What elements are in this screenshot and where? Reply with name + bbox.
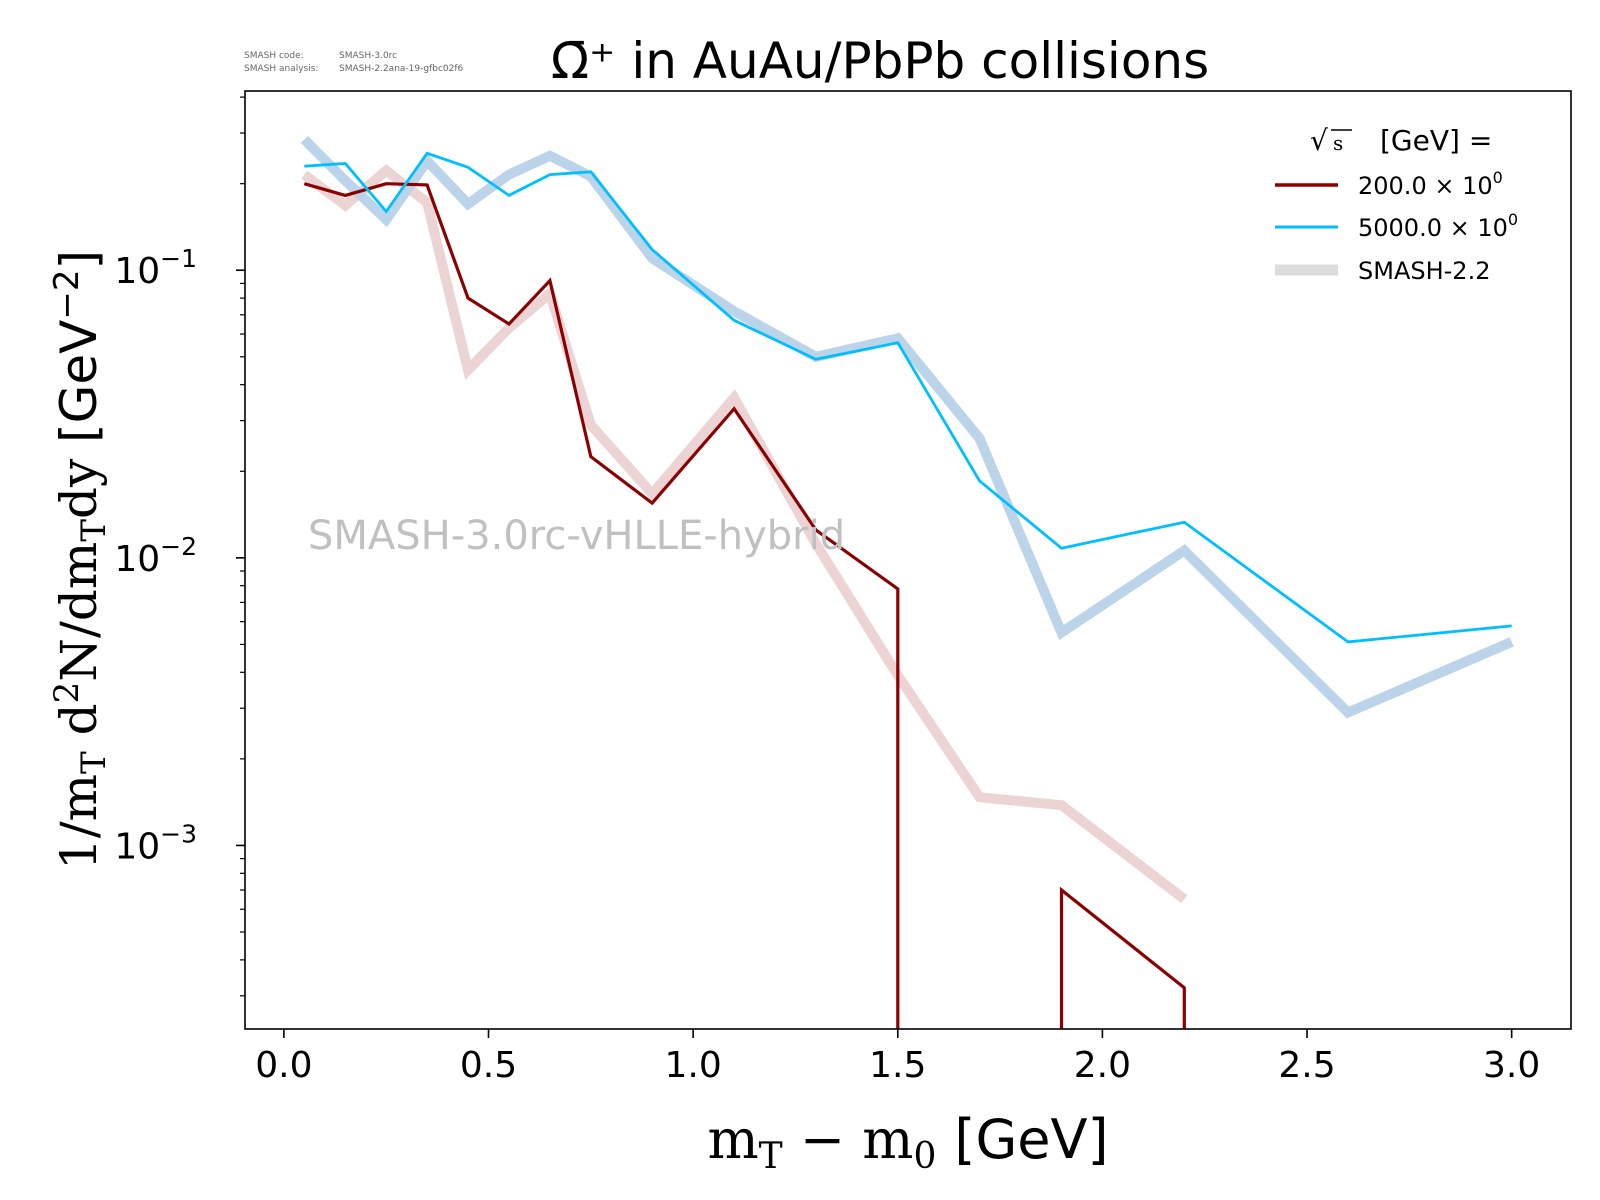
legend-title-s: s — [1333, 131, 1343, 155]
plot-area: 0.0 0.5 1.0 1.5 2.0 2.5 3.0 10−1 10−2 10−3 — [114, 90, 1572, 1086]
x-tick-label-5: 2.5 — [1278, 1045, 1335, 1086]
y-tick-label-1: 10−2 — [114, 532, 197, 580]
x-tick-label-3: 1.5 — [869, 1045, 926, 1086]
meta-analysis-value: SMASH-2.2ana-19-gfbc02f6 — [339, 64, 464, 74]
legend-title-unit: [GeV] = — [1380, 124, 1492, 157]
plot-frame — [244, 90, 1572, 1030]
series-line-1 — [300, 135, 1514, 719]
series-line-3 — [304, 151, 1512, 644]
y-tick-label-0: 10−1 — [114, 244, 197, 292]
watermark: SMASH-3.0rc-vHLLE-hybrid — [308, 513, 845, 559]
legend: √ s [GeV] = 200.0 × 100 5000.0 × 100 SMA… — [1275, 124, 1518, 285]
x-tick-label-1: 0.5 — [460, 1045, 517, 1086]
meta-code-label: SMASH code: — [244, 51, 304, 61]
series-layer — [300, 135, 1514, 1029]
series-line-0 — [301, 164, 1188, 904]
x-tick-label-4: 2.0 — [1074, 1045, 1131, 1086]
meta-code-value: SMASH-3.0rc — [339, 51, 397, 61]
x-axis-label: mT − m0 [GeV] — [707, 1108, 1108, 1177]
x-tick-label-2: 1.0 — [665, 1045, 722, 1086]
series-line-2-seg0 — [303, 182, 900, 1029]
axis-ticks: 0.0 0.5 1.0 1.5 2.0 2.5 3.0 10−1 10−2 10−3 — [114, 96, 1540, 1086]
legend-title-sqrt: √ — [1310, 124, 1328, 157]
legend-label-smash22: SMASH-2.2 — [1358, 257, 1490, 285]
x-tick-label-6: 3.0 — [1483, 1045, 1540, 1086]
y-axis-label: 1/mT d2N/dmTdy [GeV−2] — [47, 250, 114, 870]
legend-label-200: 200.0 × 100 — [1358, 168, 1503, 200]
meta-analysis-label: SMASH analysis: — [244, 64, 318, 74]
y-tick-label-2: 10−3 — [114, 819, 197, 867]
x-tick-label-0: 0.0 — [255, 1045, 312, 1086]
chart-title: Ω̄⁺ in AuAu/PbPb collisions — [551, 32, 1209, 90]
smash-metadata: SMASH code: SMASH-3.0rc SMASH analysis: … — [244, 51, 464, 74]
legend-label-5000: 5000.0 × 100 — [1358, 210, 1518, 242]
series-line-2-seg1 — [1059, 886, 1186, 1029]
